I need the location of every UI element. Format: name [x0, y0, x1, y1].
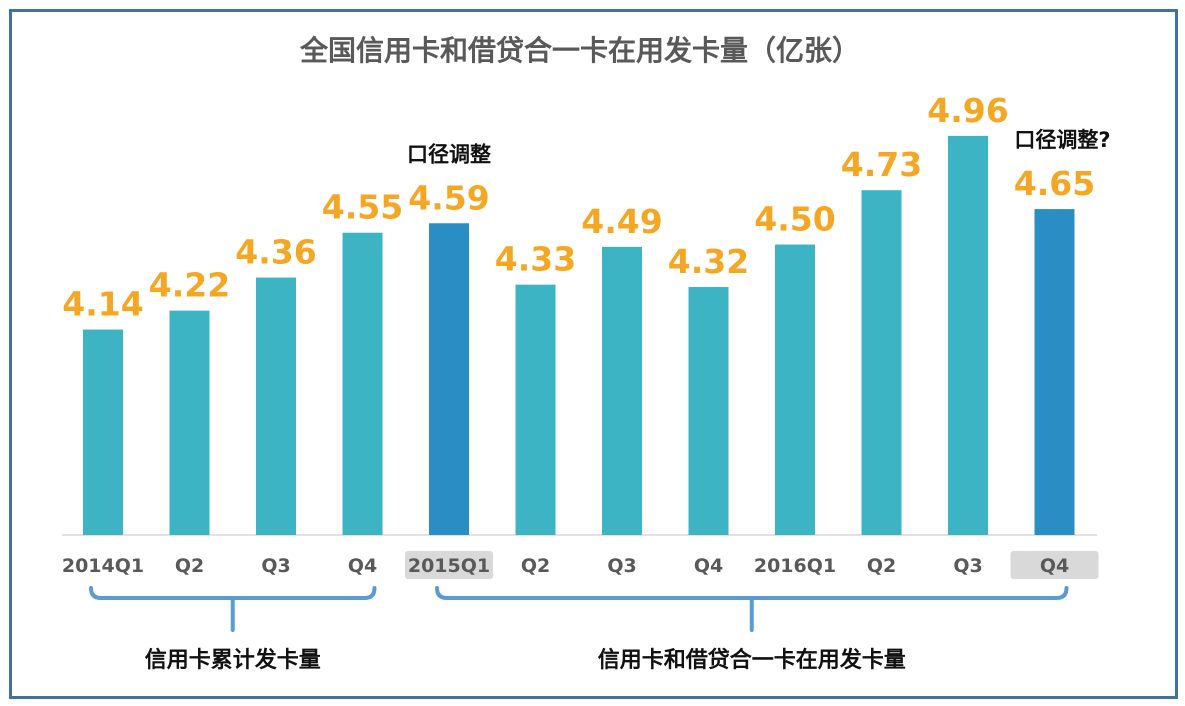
- bar-2: [256, 277, 296, 535]
- value-label-8: 4.50: [754, 200, 835, 239]
- value-label-11: 4.65: [1014, 164, 1095, 203]
- tick-label-1: Q2: [175, 555, 204, 577]
- tick-label-9: Q2: [867, 555, 896, 577]
- tick-label-3: Q4: [348, 555, 377, 577]
- tick-label-6: Q3: [607, 555, 636, 577]
- value-label-4: 4.59: [408, 178, 489, 217]
- value-label-2: 4.36: [235, 233, 316, 272]
- tick-label-2: Q3: [261, 555, 290, 577]
- bar-5: [515, 284, 556, 535]
- tick-label-10: Q3: [953, 555, 982, 577]
- group-label-0: 信用卡累计发卡量: [145, 647, 321, 673]
- annotation-1: 口径调整?: [1014, 128, 1110, 152]
- bar-8: [775, 244, 815, 535]
- bar-11: [1034, 209, 1075, 536]
- value-label-1: 4.22: [149, 266, 230, 305]
- bar-4: [429, 223, 469, 535]
- bar-7: [688, 287, 729, 535]
- tick-label-7: Q4: [694, 555, 723, 577]
- tick-highlight-11: [1010, 551, 1099, 579]
- value-label-6: 4.49: [581, 202, 662, 241]
- tick-label-11: Q4: [1040, 555, 1069, 577]
- chart-title: 全国信用卡和借贷合一卡在用发卡量（亿张）: [299, 34, 860, 67]
- group-bracket-1: [435, 586, 1069, 632]
- value-label-10: 4.96: [927, 91, 1008, 130]
- tick-label-4: 2015Q1: [408, 555, 490, 577]
- value-label-7: 4.32: [668, 242, 749, 281]
- tick-highlight-4: [405, 551, 493, 579]
- bar-0: [83, 329, 123, 535]
- value-label-3: 4.55: [322, 188, 403, 227]
- value-label-9: 4.73: [841, 145, 922, 184]
- group-bracket-0: [89, 586, 377, 632]
- annotation-0: 口径调整: [407, 142, 491, 166]
- tick-label-5: Q2: [521, 555, 550, 577]
- value-label-0: 4.14: [62, 285, 143, 324]
- bar-6: [602, 246, 642, 535]
- tick-label-8: 2016Q1: [754, 555, 836, 577]
- tick-label-0: 2014Q1: [62, 555, 144, 577]
- bar-9: [861, 190, 902, 535]
- bar-10: [948, 135, 988, 536]
- bar-1: [169, 310, 210, 535]
- group-label-1: 信用卡和借贷合一卡在用发卡量: [598, 647, 906, 673]
- bar-3: [342, 232, 383, 535]
- value-label-5: 4.33: [495, 240, 576, 279]
